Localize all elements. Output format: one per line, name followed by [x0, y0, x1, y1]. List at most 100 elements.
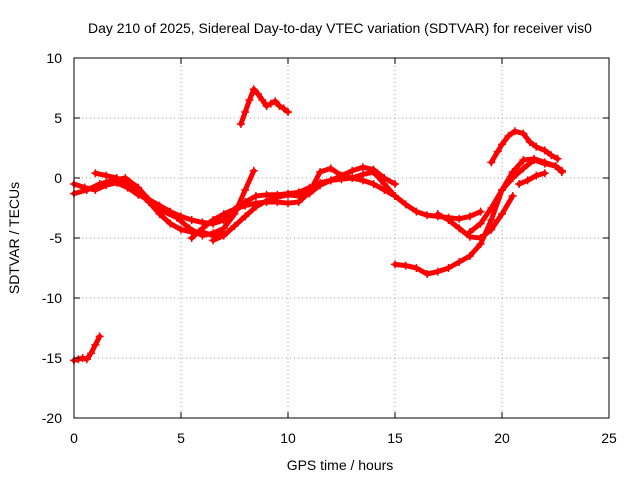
data-point — [455, 258, 464, 266]
data-point — [523, 176, 532, 185]
data-point — [172, 213, 181, 222]
data-point — [230, 222, 239, 230]
data-point — [279, 104, 288, 113]
data-point — [95, 180, 104, 188]
data-point — [326, 176, 335, 185]
data-point — [123, 180, 132, 188]
data-point — [401, 200, 410, 209]
series-band — [71, 168, 257, 239]
data-point — [391, 180, 399, 188]
data-point — [74, 355, 83, 364]
data-point — [316, 181, 325, 190]
series-band — [435, 193, 516, 241]
x-tick-label: 15 — [387, 430, 403, 446]
data-point — [82, 355, 91, 364]
data-point — [504, 132, 513, 140]
data-point — [219, 210, 228, 218]
data-point — [551, 162, 560, 170]
data-point — [155, 210, 164, 218]
data-point — [249, 166, 258, 175]
data-point — [316, 168, 325, 176]
x-tick-label: 5 — [177, 430, 185, 446]
data-point — [275, 102, 284, 110]
data-point — [412, 207, 421, 216]
x-tick-label: 20 — [494, 430, 510, 446]
data-point — [476, 234, 485, 242]
grid — [74, 58, 609, 418]
x-axis-label: GPS time / hours — [287, 457, 394, 473]
data-points — [70, 85, 566, 365]
x-tick-label: 0 — [70, 430, 78, 446]
data-point — [423, 270, 432, 278]
y-tick-label: -15 — [42, 350, 62, 366]
data-point — [540, 146, 549, 155]
data-point — [294, 192, 303, 200]
data-point — [498, 210, 506, 218]
data-point — [525, 138, 534, 146]
data-point — [187, 216, 196, 224]
data-point — [144, 198, 153, 206]
data-point — [487, 158, 496, 167]
data-point — [166, 219, 175, 228]
data-point — [112, 174, 121, 182]
data-point — [391, 192, 399, 200]
data-point — [254, 90, 263, 98]
data-point — [326, 164, 335, 173]
data-point — [380, 174, 389, 182]
data-point — [230, 205, 239, 214]
y-tick-label: 5 — [54, 110, 62, 126]
data-point — [271, 97, 280, 106]
data-point — [455, 224, 464, 233]
data-point — [369, 180, 378, 188]
series-arc-11 — [433, 192, 517, 242]
data-point — [476, 219, 485, 228]
data-point — [358, 163, 367, 172]
series-arc-6 — [236, 85, 292, 128]
data-point — [465, 252, 474, 260]
data-point — [91, 169, 100, 178]
data-point — [337, 171, 346, 180]
data-point — [412, 264, 421, 272]
y-tick-label: 10 — [46, 50, 62, 66]
data-point — [519, 129, 528, 138]
data-point — [284, 108, 292, 116]
data-point — [433, 267, 442, 276]
data-point — [177, 225, 185, 234]
data-point — [515, 180, 524, 188]
data-point — [510, 127, 519, 136]
series-arc-4 — [187, 164, 399, 242]
data-point — [187, 234, 196, 242]
data-point — [198, 224, 207, 233]
data-point — [82, 186, 91, 194]
data-point — [433, 210, 442, 218]
data-point — [87, 349, 96, 358]
data-point — [262, 102, 271, 110]
x-tick-label: 25 — [601, 430, 617, 446]
data-point — [95, 332, 104, 341]
y-tick-label: 0 — [54, 170, 62, 186]
data-point — [540, 159, 549, 168]
data-point — [519, 164, 528, 173]
series-arc-10 — [487, 127, 562, 167]
data-point — [266, 99, 275, 108]
data-point — [493, 147, 502, 156]
series-arc-7 — [70, 332, 104, 365]
data-point — [273, 193, 282, 202]
data-point — [245, 96, 254, 104]
data-point — [508, 192, 517, 200]
chart-title: Day 210 of 2025, Sidereal Day-to-day VTE… — [88, 20, 592, 36]
data-point — [532, 142, 541, 151]
data-point — [465, 232, 474, 241]
data-point — [557, 168, 566, 176]
series-arc-2 — [70, 166, 258, 240]
data-point — [444, 216, 453, 224]
data-point — [159, 207, 168, 216]
data-point — [369, 165, 378, 174]
series-band — [467, 157, 565, 235]
y-tick-label: -10 — [42, 290, 62, 306]
data-point — [284, 190, 292, 199]
data-point — [91, 340, 100, 349]
data-point — [530, 156, 539, 164]
data-point — [553, 154, 562, 163]
